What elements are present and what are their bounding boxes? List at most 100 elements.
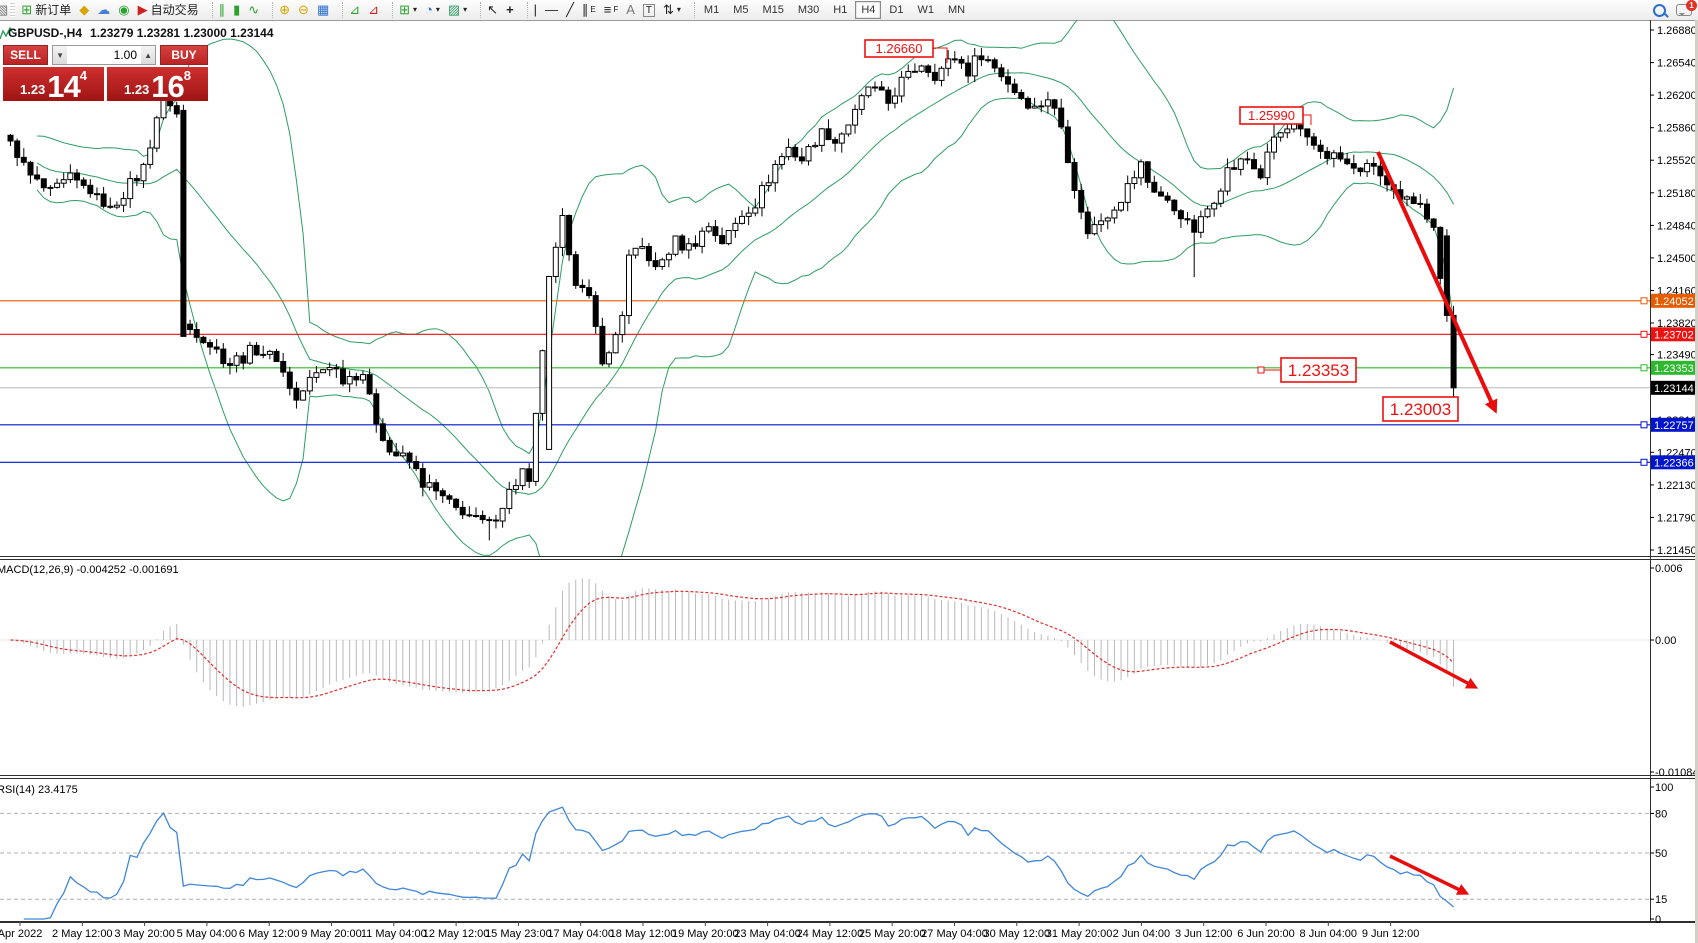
crosshair-tool-button[interactable]: + — [502, 1, 518, 19]
horizontal-line-tool[interactable]: — — [541, 1, 562, 19]
buy-price-sup: 8 — [183, 68, 192, 83]
market-button[interactable]: ◆ — [75, 1, 93, 19]
text-tool[interactable]: A — [622, 1, 639, 19]
toolbar-separator — [385, 2, 394, 18]
svg-text:80: 80 — [1655, 808, 1667, 820]
svg-text:6 Jun 20:00: 6 Jun 20:00 — [1237, 928, 1295, 940]
cursor-icon: ↖ — [487, 2, 499, 17]
rsi-panel: RSI(14) 23.4175 — [0, 784, 1650, 920]
clipped-icon: ▧ — [0, 2, 9, 17]
fibonacci-tool[interactable]: ≡ F — [600, 1, 622, 19]
candlestick-icon: ▮ — [233, 2, 241, 17]
svg-text:1.22130: 1.22130 — [1657, 480, 1697, 492]
svg-text:1.26200: 1.26200 — [1657, 90, 1697, 102]
zoom-in-icon: ⊕ — [279, 2, 291, 17]
autotrading-label: 自动交易 — [150, 3, 199, 17]
tf-d1[interactable]: D1 — [889, 4, 904, 16]
volume-stepper: ▼ ▲ — [52, 45, 157, 65]
volume-input[interactable] — [67, 46, 142, 64]
tile-windows-icon: ▦ — [316, 2, 330, 17]
zoom-out-icon: ⊖ — [298, 2, 309, 17]
channel-tool[interactable]: ∥ E — [578, 1, 600, 19]
new-order-button[interactable]: ⊞ 新订单 — [17, 1, 75, 19]
dropdown-caret-icon: ▾ — [412, 5, 417, 14]
panel-frame — [0, 20, 1698, 923]
sell-price-display[interactable]: 1.23 14 4 — [3, 67, 104, 102]
market-icon: ◆ — [79, 2, 90, 17]
horizontal-line-icon: — — [545, 2, 559, 17]
svg-text:Apr 2022: Apr 2022 — [0, 928, 42, 940]
svg-text:9 Jun 12:00: 9 Jun 12:00 — [1362, 928, 1420, 940]
periods-button[interactable]: ◔ ▾ — [421, 1, 444, 19]
line-chart-button[interactable]: ∿ — [244, 1, 263, 19]
window-edge — [1695, 20, 1698, 943]
add-indicator-button[interactable]: ⊞ ▾ — [395, 1, 421, 19]
svg-text:1.24500: 1.24500 — [1657, 253, 1697, 265]
zoom-out-button[interactable]: ⊖ — [294, 1, 313, 19]
notifications-icon[interactable]: 1 — [1676, 0, 1697, 16]
zoom-in-button[interactable]: ⊕ — [275, 1, 294, 19]
price-annotations[interactable]: 1.26660 1.25990 1.23353 1.23003 — [864, 39, 1459, 422]
tf-w1[interactable]: W1 — [917, 4, 934, 16]
svg-text:1.25860: 1.25860 — [1657, 123, 1697, 135]
text-icon: A — [626, 2, 635, 17]
svg-text:1.23490: 1.23490 — [1657, 350, 1697, 362]
tf-h1[interactable]: H1 — [833, 4, 848, 16]
svg-text:1.25180: 1.25180 — [1657, 188, 1697, 200]
indicator-window-b-button[interactable]: ⊿ — [364, 1, 383, 19]
dropdown-caret-icon: ▾ — [463, 5, 468, 14]
main-toolbar: ▧ ⊞ 新订单 ◆ ☁ ◉ ▶ 自动交易 ∥ ▮ ∿ ⊕ ⊖ ▦ ⊿ ⊿ ⊞ ▾… — [0, 0, 1698, 21]
svg-text:27 May 04:00: 27 May 04:00 — [921, 928, 988, 940]
volume-decrease-button[interactable]: ▼ — [53, 46, 68, 64]
arrows-tool[interactable]: ⇅ ▾ — [659, 1, 685, 19]
fibo-sub: F — [613, 5, 619, 14]
svg-text:15 May 23:00: 15 May 23:00 — [485, 928, 552, 940]
sell-button[interactable]: SELL — [3, 45, 49, 65]
indicator-window-a-button[interactable]: ⊿ — [345, 1, 364, 19]
tf-m5[interactable]: M5 — [733, 4, 749, 16]
autotrading-icon: ▶ — [137, 2, 148, 17]
candlesticks — [7, 47, 1457, 541]
tf-h4[interactable]: H4 — [855, 1, 882, 19]
notification-badge: 1 — [1686, 0, 1697, 11]
tf-mn[interactable]: MN — [947, 4, 966, 16]
svg-text:-0.010844: -0.010844 — [1655, 767, 1698, 779]
cursor-tool-button[interactable]: ↖ — [483, 1, 502, 19]
clock-icon: ◔ — [424, 2, 433, 17]
volume-increase-button[interactable]: ▲ — [141, 46, 156, 64]
vertical-line-icon: | — [533, 2, 538, 17]
buy-price-display[interactable]: 1.23 16 8 — [107, 67, 208, 102]
horizontal-line-objects[interactable] — [0, 297, 1650, 466]
chat-button[interactable]: ☁ — [93, 1, 114, 19]
svg-text:1.25520: 1.25520 — [1657, 155, 1697, 167]
svg-text:50: 50 — [1655, 848, 1667, 860]
svg-text:1.23003: 1.23003 — [1390, 400, 1451, 419]
bar-chart-button[interactable]: ∥ — [215, 1, 230, 19]
tf-m30[interactable]: M30 — [797, 4, 820, 16]
sell-price-sup: 4 — [79, 68, 88, 83]
svg-text:15: 15 — [1655, 894, 1667, 906]
svg-text:1.23353: 1.23353 — [1654, 363, 1694, 375]
svg-text:2 May 12:00: 2 May 12:00 — [52, 928, 113, 940]
buy-button[interactable]: BUY — [160, 45, 208, 65]
vertical-line-tool[interactable]: | — [530, 1, 541, 19]
tile-windows-button[interactable]: ▦ — [313, 1, 333, 19]
search-icon[interactable] — [1653, 3, 1666, 17]
candlestick-button[interactable]: ▮ — [229, 1, 244, 19]
trendline-tool[interactable]: ╱ — [562, 1, 578, 19]
svg-text:0.00: 0.00 — [1655, 635, 1676, 647]
tf-m1[interactable]: M1 — [703, 4, 720, 16]
svg-text:2 Jun 04:00: 2 Jun 04:00 — [1113, 928, 1171, 940]
svg-text:31 May 20:00: 31 May 20:00 — [1046, 928, 1113, 940]
price-axis: 1.26880 1.26540 1.26200 1.25860 1.25520 1.251… — [1650, 25, 1698, 926]
dropdown-caret-icon: ▾ — [435, 5, 440, 14]
svg-text:100: 100 — [1655, 782, 1673, 794]
fibonacci-icon: ≡ — [603, 2, 612, 17]
template-button[interactable]: ▨ ▾ — [444, 1, 471, 19]
tf-m15[interactable]: M15 — [762, 4, 784, 16]
autotrading-button[interactable]: ▶ 自动交易 — [134, 1, 203, 19]
text-label-tool[interactable]: T — [639, 1, 659, 19]
trend-arrows[interactable] — [1376, 151, 1498, 895]
signals-button[interactable]: ◉ — [114, 1, 133, 19]
